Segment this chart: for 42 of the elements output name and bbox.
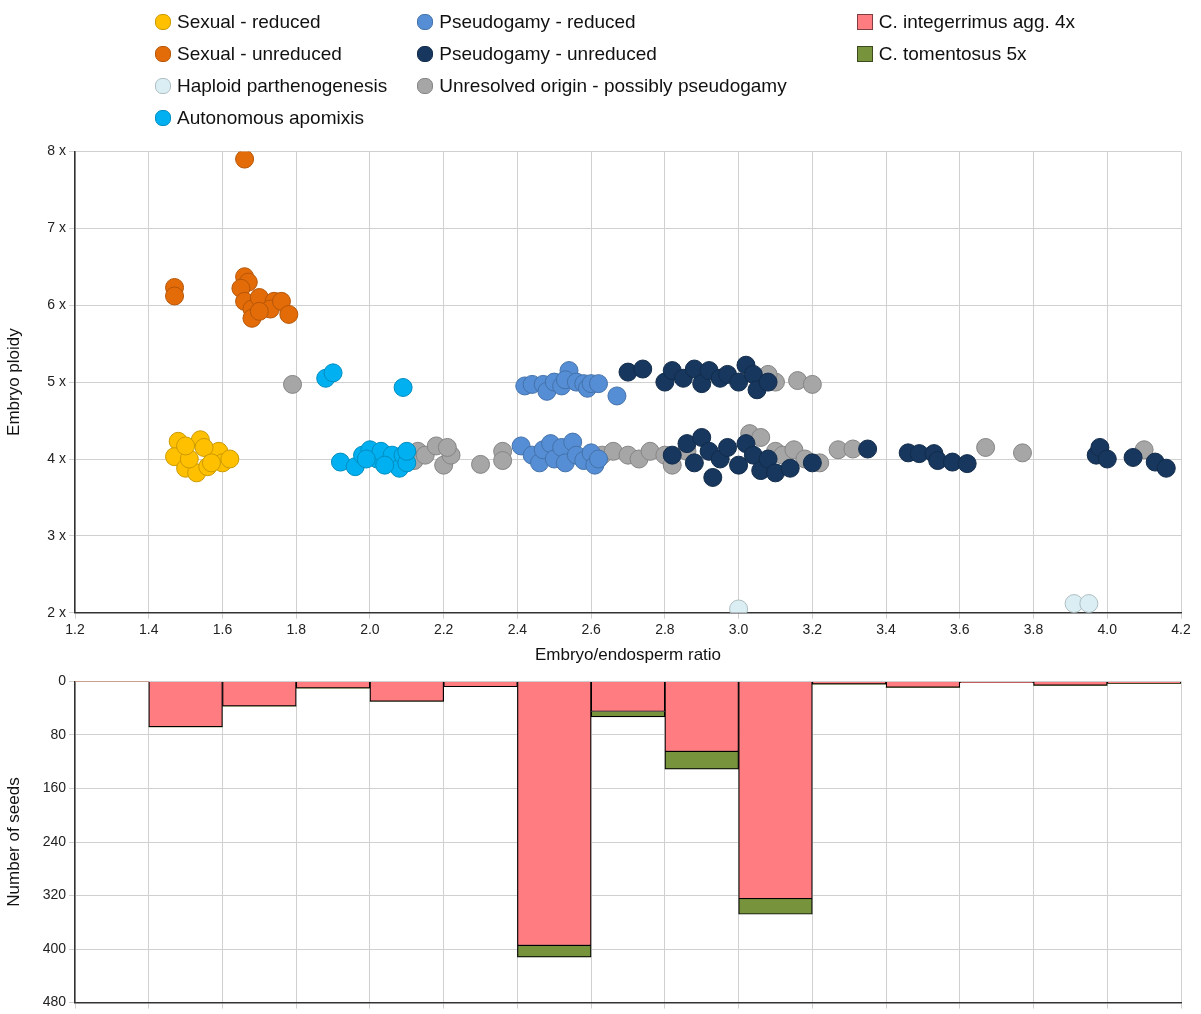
y-tick-label: 8 x: [47, 142, 66, 159]
x-axis-title: Embryo/endosperm ratio: [534, 645, 722, 665]
y-tick-label: 7 x: [47, 219, 66, 236]
legend-label: Pseudogamy - unreduced: [439, 43, 657, 65]
x-tick-label: 1.2: [65, 621, 85, 638]
legend-label: Pseudogamy - reduced: [439, 11, 636, 33]
x-tick-label: 1.4: [139, 621, 159, 638]
x-tick-label: 3.6: [950, 621, 970, 638]
x-tick-label: 2.0: [360, 621, 380, 638]
legend-label: Autonomous apomixis: [177, 107, 364, 129]
x-tick-label: 2.6: [581, 621, 602, 638]
x-tick-label: 4.2: [1171, 621, 1191, 638]
x-tick-label: 3.2: [802, 621, 823, 638]
y-tick-label: 240: [42, 832, 67, 849]
x-tick-label: 4.0: [1097, 621, 1118, 638]
y-axis-title: Number of seeds: [3, 777, 23, 907]
x-tick-label: 2.4: [507, 621, 528, 638]
legend-label: Sexual - reduced: [177, 11, 321, 33]
y-tick-label: 2 x: [47, 603, 66, 620]
legend-label: C. integerrimus agg. 4x: [878, 11, 1076, 33]
y-tick-label: 6 x: [47, 296, 66, 313]
y-tick-label: 160: [42, 779, 67, 796]
legend-label: Unresolved origin - possibly pseudogamy: [439, 75, 787, 97]
x-tick-label: 2.8: [655, 621, 675, 638]
y-tick-label: 5 x: [47, 372, 66, 389]
legend-label: Sexual - unreduced: [177, 43, 342, 65]
y-tick-label: 480: [42, 993, 67, 1010]
y-tick-label: 0: [58, 672, 67, 689]
x-tick-label: 3.0: [728, 621, 749, 638]
legend-label: C. tomentosus 5x: [878, 43, 1027, 65]
x-tick-label: 3.4: [876, 621, 897, 638]
y-tick-label: 400: [42, 939, 67, 956]
x-tick-label: 3.8: [1023, 621, 1044, 638]
y-tick-label: 320: [42, 886, 67, 903]
x-tick-label: 1.6: [212, 621, 233, 638]
y-tick-label: 4 x: [47, 449, 66, 466]
legend-label: Haploid parthenogenesis: [177, 75, 388, 97]
x-tick-label: 2.2: [433, 621, 454, 638]
y-tick-label: 3 x: [47, 526, 66, 543]
y-axis-title: Embryo ploidy: [3, 327, 23, 436]
y-tick-label: 80: [50, 725, 67, 742]
x-tick-label: 1.8: [286, 621, 307, 638]
